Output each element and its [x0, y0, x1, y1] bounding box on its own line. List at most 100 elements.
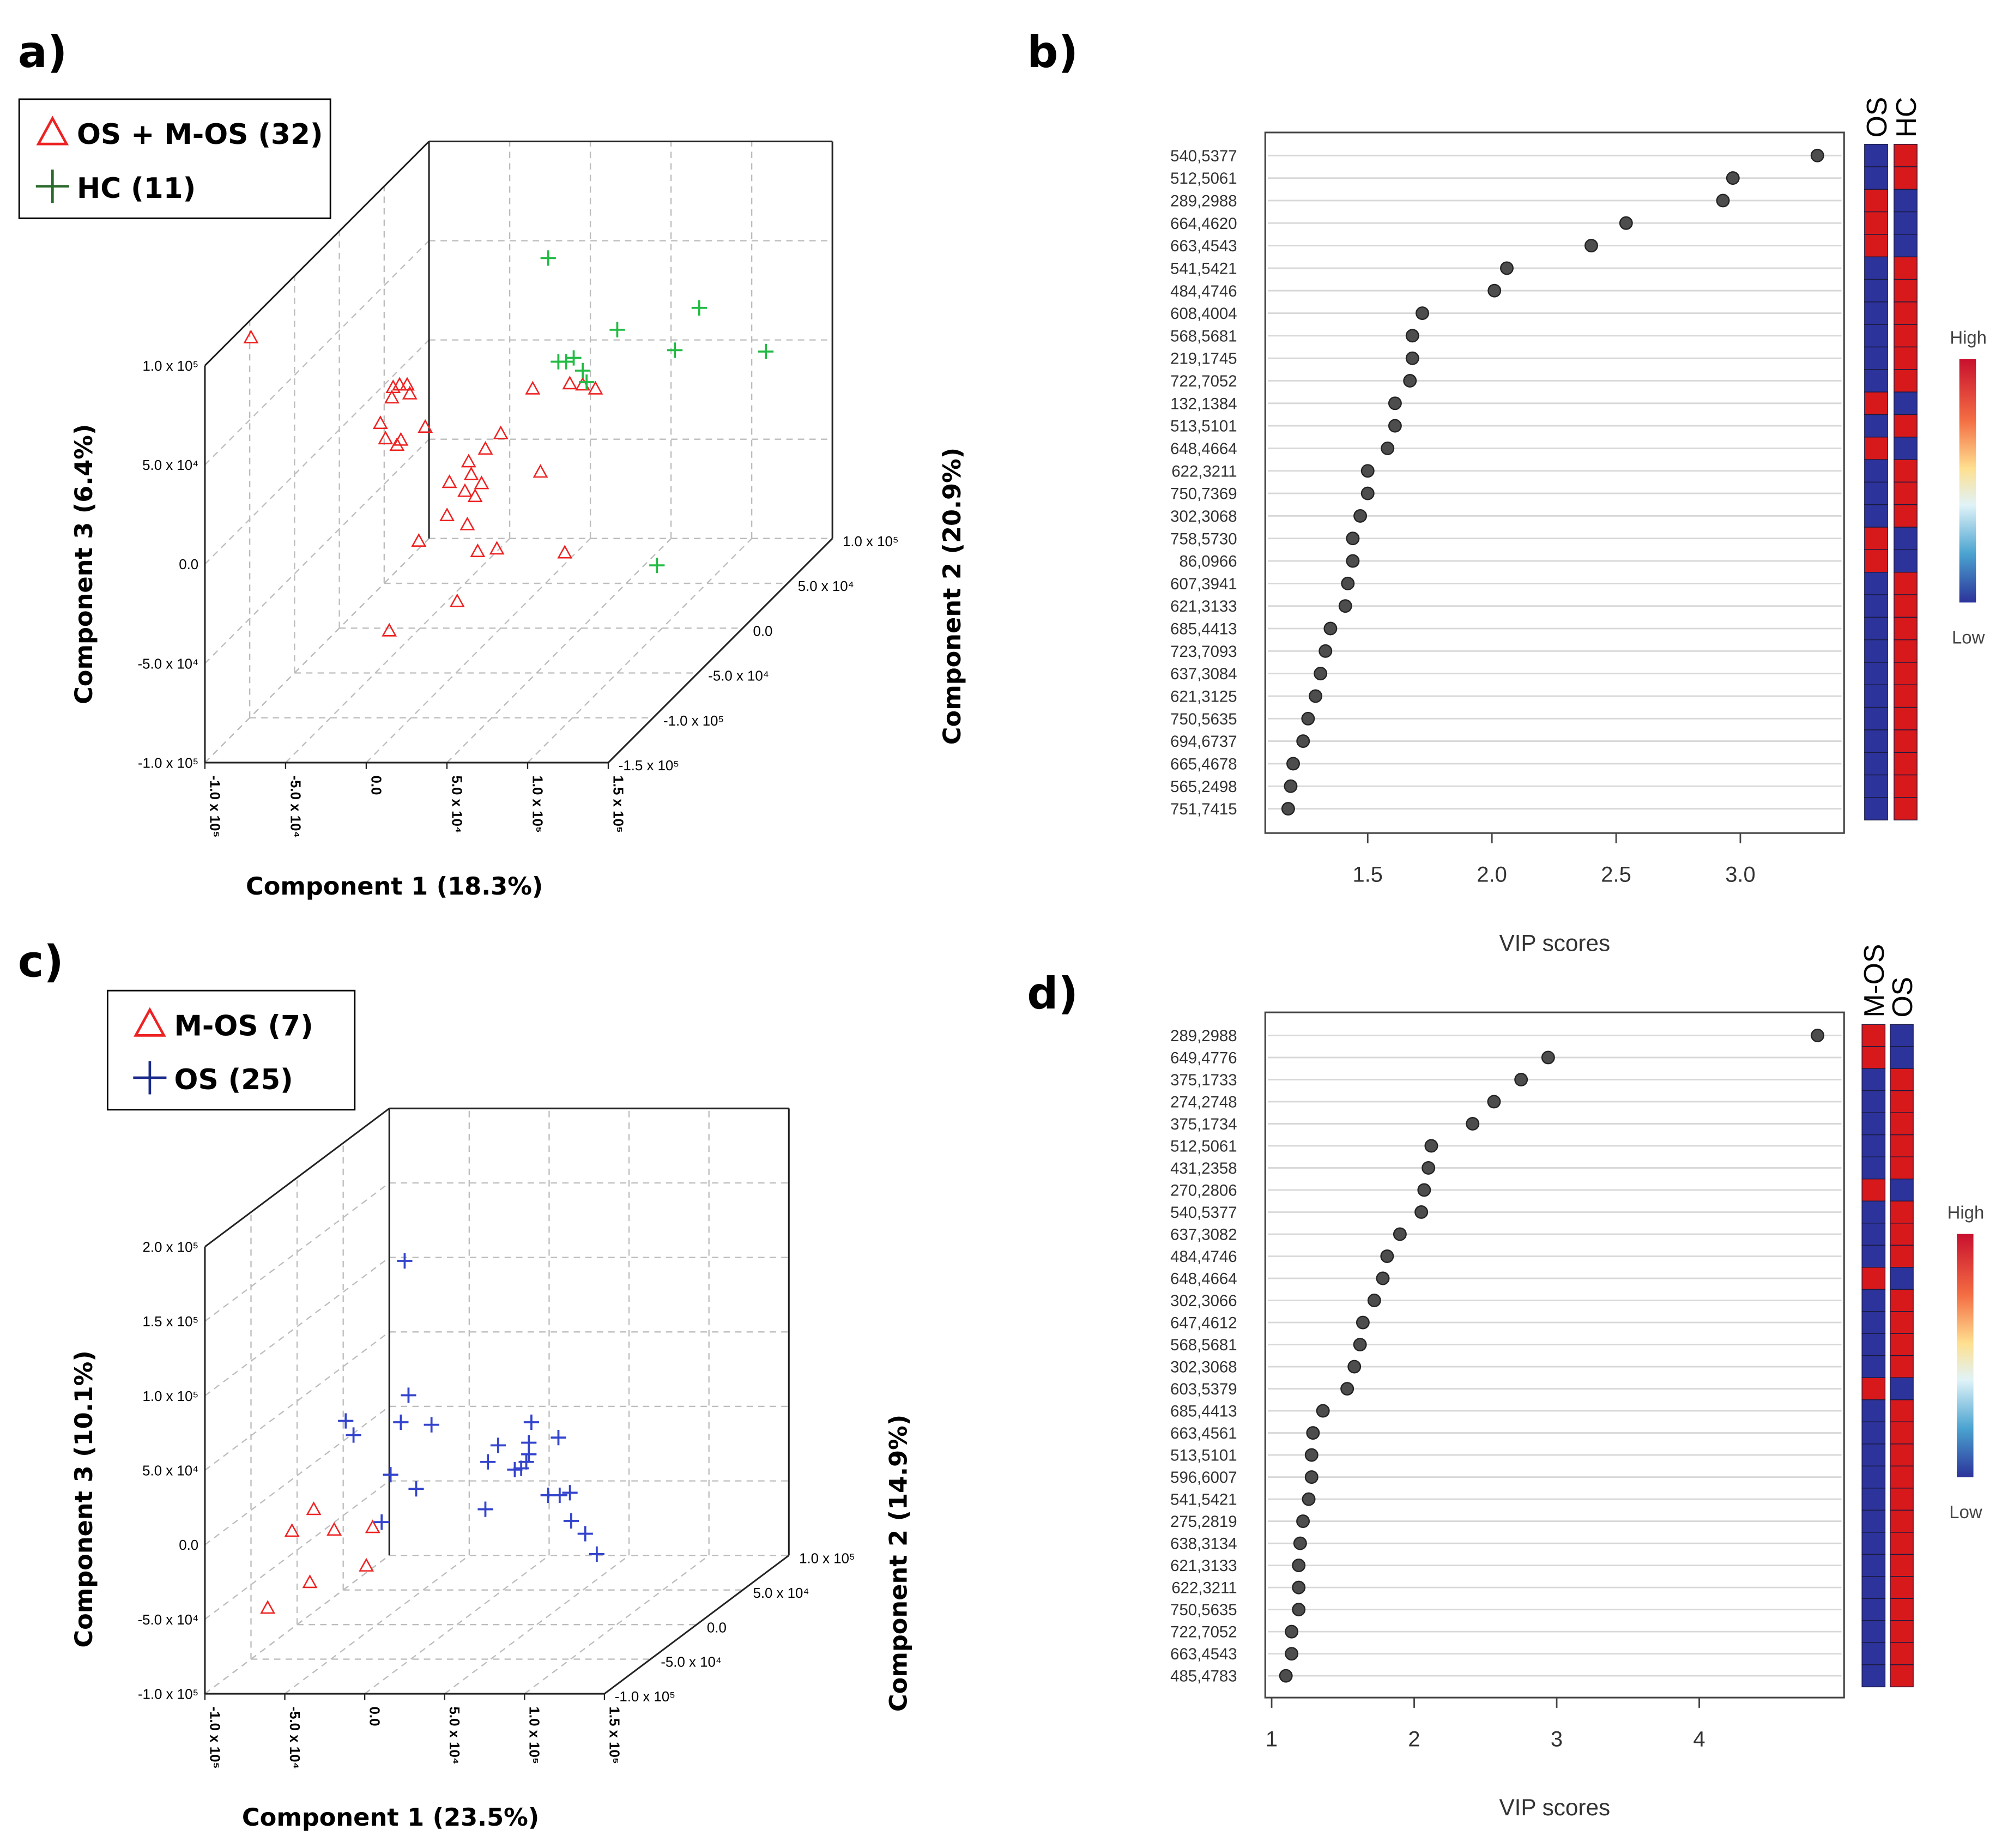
- z-axis-title: Component 3 (6.4%): [70, 424, 98, 704]
- heatmap-cell-os: [1864, 594, 1888, 618]
- x-tick-label: 1.5 x 10⁵: [610, 775, 625, 832]
- data-point-plus: [401, 1387, 416, 1403]
- feature-label: 751,7415: [1170, 800, 1237, 818]
- feature-label: 648,4664: [1170, 1270, 1237, 1288]
- data-point-triangle: [389, 437, 405, 451]
- vip-dot: [1279, 1669, 1293, 1683]
- heatmap-cell-m-os: [1861, 1267, 1886, 1290]
- vip-dot: [1304, 1470, 1318, 1484]
- heatmap-cell-os: [1890, 1554, 1914, 1577]
- heatmap-cell-os: [1864, 324, 1888, 348]
- feature-label: 621,3133: [1170, 1557, 1237, 1575]
- data-point-triangle: [557, 545, 573, 559]
- z-tick-label: 0.0: [179, 1538, 198, 1553]
- heatmap-cell-os: [1890, 1068, 1914, 1091]
- heatmap-cell-m-os: [1861, 1289, 1886, 1312]
- heatmap-cell-m-os: [1861, 1024, 1886, 1047]
- plot-frame: [1264, 1011, 1845, 1699]
- gridline-x: [285, 538, 510, 763]
- z-tick-label: -5.0 x 10⁴: [138, 1613, 199, 1628]
- feature-label: 270,2806: [1170, 1182, 1237, 1200]
- heatmap-cell-hc: [1894, 279, 1918, 303]
- vip-dot: [1340, 1382, 1354, 1396]
- y-tick-label: 1.0 x 10⁵: [799, 1551, 855, 1566]
- z-tick-label: 5.0 x 10⁴: [142, 458, 198, 473]
- data-point-triangle: [302, 1574, 318, 1589]
- feature-label: 274,2748: [1170, 1094, 1237, 1112]
- heatmap-cell-m-os: [1861, 1598, 1886, 1621]
- heatmap-cell-os: [1864, 414, 1888, 438]
- colorbar: [1957, 1234, 1974, 1477]
- heatmap-cell-m-os: [1861, 1156, 1886, 1180]
- feature-label: 275,2819: [1170, 1513, 1237, 1531]
- heatmap-cell-os: [1890, 1642, 1914, 1665]
- heatmap-cell-m-os: [1861, 1223, 1886, 1246]
- data-point-triangle: [461, 454, 476, 468]
- vip-dot: [1726, 171, 1740, 185]
- heatmap-cell-m-os: [1861, 1532, 1886, 1555]
- panel-a-3d-scatter: -1.0 x 10⁵ -5.0 x 10⁴ 0.0 5.0 x 10⁴ 1.0 x 10…: [70, 140, 966, 901]
- heatmap-cell-hc: [1894, 391, 1918, 415]
- legend-triangle-icon: [36, 116, 69, 146]
- data-point-plus: [346, 1427, 361, 1443]
- data-point-triangle: [493, 425, 509, 439]
- data-point-plus: [490, 1438, 506, 1453]
- heatmap-cell-os: [1864, 211, 1888, 235]
- x-axis-title: Component 1 (23.5%): [242, 1803, 539, 1832]
- gridline-x: [446, 538, 672, 763]
- data-point-plus: [609, 322, 625, 337]
- axis-edge: [607, 538, 833, 764]
- data-point-triangle: [588, 381, 603, 395]
- feature-label: 637,3082: [1170, 1226, 1237, 1244]
- heatmap-column-header: OS: [1861, 97, 1892, 138]
- heatmap-cell-hc: [1894, 481, 1918, 505]
- heatmap-cell-os: [1890, 1267, 1914, 1290]
- data-point-triangle: [489, 541, 505, 555]
- x-tick-label: -1.0 x 10⁵: [207, 1707, 222, 1769]
- data-point-triangle: [284, 1523, 300, 1537]
- legend-label-hc: HC (11): [77, 172, 196, 205]
- data-point-plus: [393, 1414, 409, 1430]
- vip-dot: [1422, 1161, 1436, 1175]
- vip-dot: [1301, 711, 1315, 726]
- feature-label: 512,5061: [1170, 1138, 1237, 1156]
- feature-label: 540,5377: [1170, 147, 1237, 165]
- feature-label: 375,1734: [1170, 1115, 1237, 1133]
- feature-label: 512,5061: [1170, 170, 1237, 188]
- y-tick-label: 1.0 x 10⁵: [843, 534, 899, 549]
- feature-label: 622,3211: [1171, 1579, 1237, 1597]
- heatmap-cell-hc: [1894, 594, 1918, 618]
- vip-dot: [1405, 329, 1419, 343]
- heatmap-cell-m-os: [1861, 1068, 1886, 1091]
- vip-dot: [1309, 689, 1322, 703]
- vip-dot: [1292, 1603, 1306, 1617]
- heatmap-cell-hc: [1894, 234, 1918, 257]
- data-point-plus: [552, 1487, 567, 1503]
- x-tick-label: 5.0 x 10⁴: [446, 1707, 462, 1765]
- y-tick-label: 0.0: [707, 1620, 727, 1635]
- vip-dot: [1304, 1448, 1318, 1462]
- data-point-triangle: [411, 533, 427, 547]
- feature-label: 750,7369: [1170, 485, 1237, 503]
- heatmap-cell-os: [1890, 1664, 1914, 1688]
- data-point-plus: [383, 1467, 398, 1483]
- heatmap-cell-os: [1890, 1377, 1914, 1400]
- vip-dot: [1810, 148, 1824, 162]
- heatmap-cell-os: [1890, 1112, 1914, 1136]
- heatmap-cell-os: [1890, 1134, 1914, 1157]
- heatmap-cell-os: [1890, 1245, 1914, 1268]
- heatmap-cell-os: [1864, 166, 1888, 190]
- heatmap-cell-os: [1890, 1333, 1914, 1356]
- vip-dot: [1416, 306, 1429, 320]
- vip-dot: [1353, 509, 1368, 523]
- x-tick-label: 1.5: [1352, 862, 1383, 886]
- heatmap-cell-m-os: [1861, 1333, 1886, 1356]
- panel-label-c: c): [18, 936, 64, 987]
- x-tick-label: 3: [1551, 1727, 1563, 1751]
- heatmap-cell-os: [1864, 437, 1888, 460]
- y-tick-label: -5.0 x 10⁴: [708, 669, 769, 684]
- legend-plus-icon: [133, 1061, 167, 1095]
- heatmap-cell-os: [1890, 1620, 1914, 1644]
- data-point-plus: [691, 300, 707, 316]
- legend-a: OS + M-OS (32) HC (11): [18, 98, 331, 219]
